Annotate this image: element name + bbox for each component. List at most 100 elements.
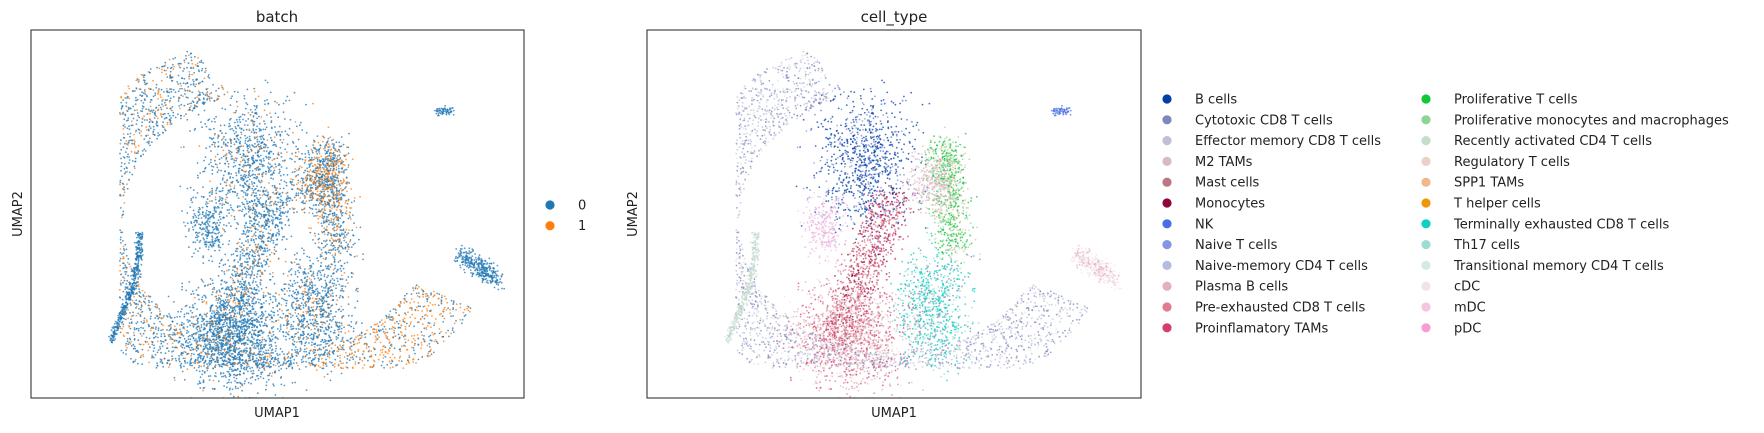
scatter-point <box>232 209 235 212</box>
scatter-point <box>251 209 254 212</box>
scatter-point <box>203 361 206 364</box>
scatter-point <box>239 205 241 208</box>
scatter-point <box>209 283 212 286</box>
scatter-point <box>183 378 186 381</box>
scatter-point <box>266 258 269 261</box>
scatter-point <box>253 146 256 149</box>
scatter-point <box>259 298 262 301</box>
scatter-point <box>139 308 142 311</box>
scatter-point <box>427 304 430 307</box>
scatter-point <box>200 324 203 326</box>
scatter-point <box>243 320 246 323</box>
scatter-point <box>121 175 123 178</box>
scatter-point <box>252 162 254 165</box>
scatter-point <box>412 347 415 349</box>
scatter-point <box>253 90 256 93</box>
scatter-point <box>395 311 397 314</box>
scatter-point <box>190 355 192 357</box>
scatter-point <box>198 328 201 330</box>
scatter-point <box>253 216 256 219</box>
scatter-point <box>398 359 401 362</box>
scatter-point <box>207 375 210 378</box>
scatter-point <box>175 339 178 342</box>
scatter-point <box>243 349 245 351</box>
scatter-point <box>272 295 275 298</box>
scatter-point <box>254 137 256 140</box>
scatter-point <box>236 222 239 224</box>
scatter-point <box>269 150 272 153</box>
scatter-point <box>123 172 126 175</box>
scatter-point <box>288 289 291 292</box>
scatter-point <box>280 226 283 229</box>
scatter-point <box>407 361 410 363</box>
scatter-point <box>188 70 191 73</box>
scatter-point <box>169 333 171 336</box>
scatter-point <box>225 386 228 389</box>
scatter-point <box>226 196 228 199</box>
scatter-point <box>223 337 226 340</box>
scatter-point <box>248 244 251 247</box>
scatter-point <box>440 312 443 315</box>
scatter-point <box>172 350 175 352</box>
scatter-point <box>120 216 123 219</box>
scatter-point <box>187 335 190 338</box>
scatter-point <box>208 341 211 344</box>
scatter-point <box>249 165 252 168</box>
scatter-point <box>215 297 218 300</box>
scatter-point <box>205 92 208 95</box>
scatter-point <box>253 252 256 255</box>
scatter-point <box>211 193 213 196</box>
scatter-point <box>258 211 260 214</box>
scatter-point <box>220 146 223 149</box>
scatter-point <box>201 317 203 320</box>
scatter-point <box>162 121 165 123</box>
scatter-point <box>198 335 200 338</box>
scatter-point <box>131 113 134 116</box>
scatter-point <box>268 364 270 366</box>
scatter-point <box>177 341 180 344</box>
scatter-point <box>267 365 270 368</box>
scatter-point <box>229 387 231 390</box>
scatter-point <box>469 307 472 309</box>
scatter-point <box>270 355 273 357</box>
scatter-point <box>216 153 219 156</box>
scatter-point <box>360 336 363 339</box>
scatter-point <box>295 303 297 305</box>
scatter-point <box>190 59 193 62</box>
scatter-point <box>172 111 175 114</box>
scatter-point <box>178 360 181 363</box>
scatter-point <box>209 327 212 329</box>
scatter-point <box>180 103 183 106</box>
scatter-point <box>380 324 383 327</box>
scatter-point <box>197 113 200 116</box>
scatter-point <box>196 332 198 334</box>
scatter-point <box>170 316 173 319</box>
scatter-point <box>263 109 266 112</box>
scatter-point <box>461 318 464 321</box>
scatter-point <box>416 334 419 336</box>
scatter-point <box>125 254 128 257</box>
scatter-point <box>224 263 227 266</box>
scatter-point <box>432 295 435 298</box>
scatter-point <box>182 357 185 360</box>
scatter-point <box>252 263 254 265</box>
scatter-point <box>265 324 268 327</box>
scatter-point <box>237 261 239 263</box>
scatter-point <box>249 277 252 279</box>
scatter-point <box>248 183 251 186</box>
scatter-point <box>198 333 200 336</box>
scatter-point <box>215 336 218 339</box>
scatter-point <box>149 309 151 312</box>
scatter-point <box>160 329 162 332</box>
scatter-point <box>124 273 127 275</box>
scatter-point <box>447 307 449 309</box>
scatter-point <box>242 118 244 121</box>
scatter-point <box>386 363 389 366</box>
scatter-point <box>231 333 234 336</box>
scatter-point <box>421 315 424 318</box>
scatter-point <box>257 334 259 336</box>
scatter-point <box>207 347 209 350</box>
scatter-point <box>195 340 197 342</box>
scatter-point <box>286 200 289 203</box>
scatter-point <box>253 241 256 244</box>
